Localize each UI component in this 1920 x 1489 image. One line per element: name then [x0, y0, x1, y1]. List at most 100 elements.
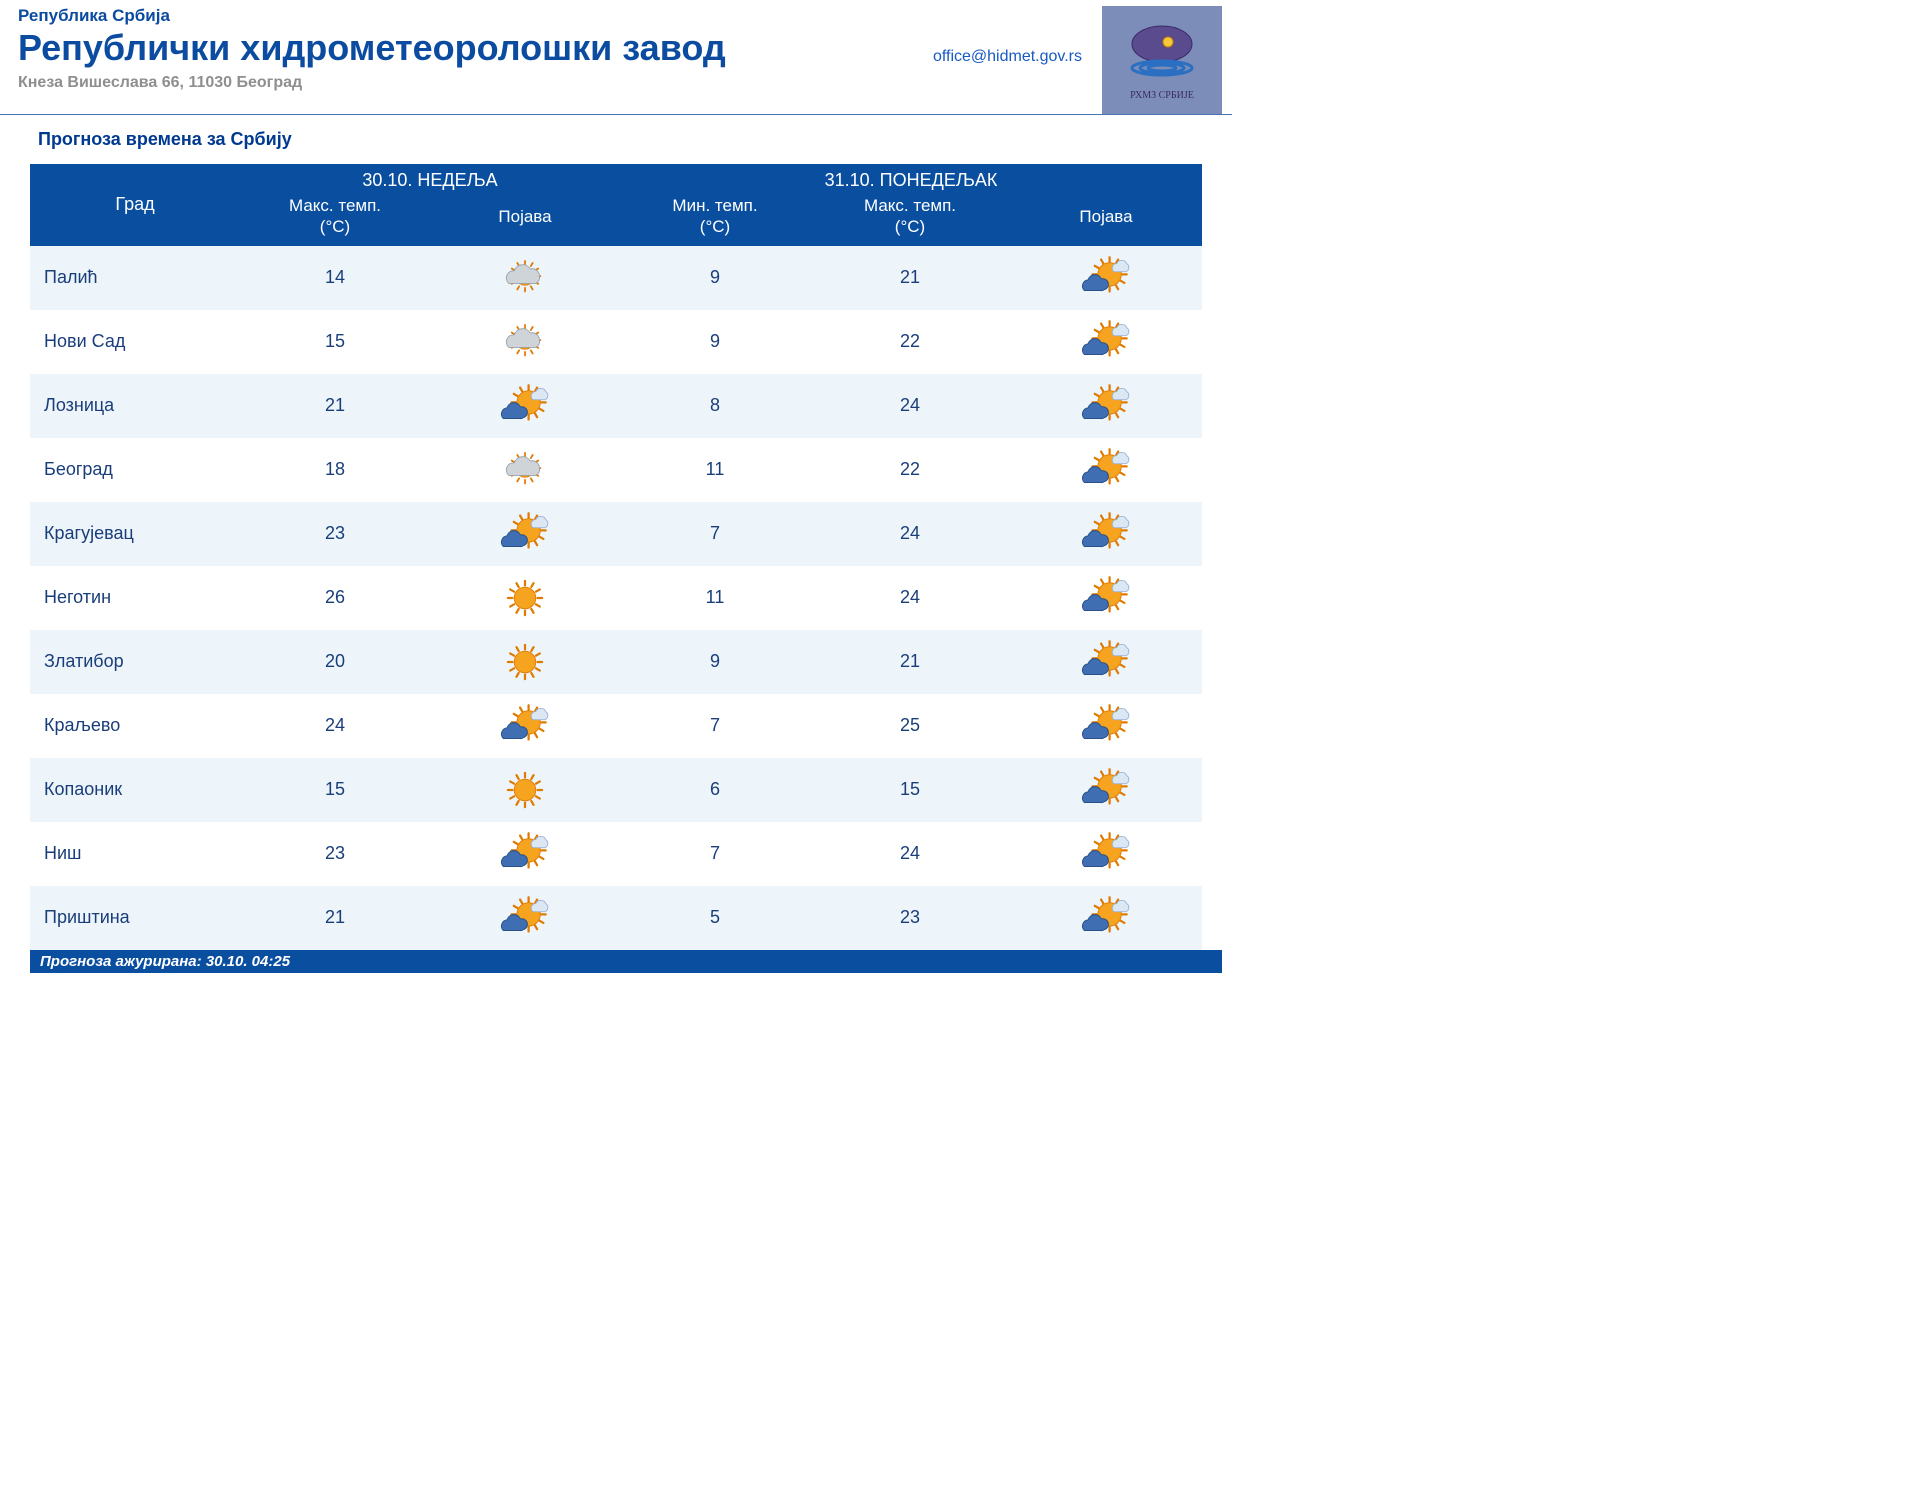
d2-min-cell: 7: [620, 822, 810, 886]
d2-cond-cell: [1010, 502, 1202, 566]
weather-partly-icon: [1010, 694, 1202, 758]
weather-sunny-icon: [430, 630, 620, 694]
weather-partly-icon: [430, 886, 620, 950]
weather-partly-icon: [1010, 310, 1202, 374]
table-row: Крагујевац 23 7 24: [30, 502, 1202, 566]
d1-max-cell: 23: [240, 502, 430, 566]
table-body: Палић 14 9 21 Нови Сад 15: [30, 246, 1202, 950]
d1-cond-cell: [430, 822, 620, 886]
d1-max-cell: 26: [240, 566, 430, 630]
section-title: Прогноза времена за Србију: [0, 115, 1232, 164]
weather-partly-icon: [1010, 758, 1202, 822]
d2-cond-cell: [1010, 694, 1202, 758]
city-cell: Златибор: [30, 630, 240, 694]
d2-min-cell: 9: [620, 246, 810, 310]
d2-cond-cell: [1010, 630, 1202, 694]
d1-max-cell: 18: [240, 438, 430, 502]
weather-cloudy-icon: [430, 246, 620, 310]
table-row: Београд 18 11 22: [30, 438, 1202, 502]
d1-cond-cell: [430, 438, 620, 502]
weather-cloudy-icon: [430, 310, 620, 374]
d2-cond-cell: [1010, 374, 1202, 438]
weather-partly-icon: [1010, 438, 1202, 502]
d2-max-cell: 24: [810, 566, 1010, 630]
weather-partly-icon: [1010, 822, 1202, 886]
d2-min-cell: 7: [620, 694, 810, 758]
city-cell: Лозница: [30, 374, 240, 438]
d2-max-cell: 21: [810, 246, 1010, 310]
weather-partly-icon: [1010, 630, 1202, 694]
weather-partly-icon: [1010, 246, 1202, 310]
table-row: Лозница 21 8 24: [30, 374, 1202, 438]
page-header: Република Србија Републички хидрометеоро…: [0, 0, 1232, 114]
d2-cond-cell: [1010, 246, 1202, 310]
d2-min-cell: 11: [620, 566, 810, 630]
d1-cond-cell: [430, 886, 620, 950]
d1-max-cell: 15: [240, 310, 430, 374]
d1-cond-cell: [430, 630, 620, 694]
city-cell: Краљево: [30, 694, 240, 758]
weather-sunny-icon: [430, 758, 620, 822]
table-row: Приштина 21 5 23: [30, 886, 1202, 950]
d1-max-cell: 21: [240, 886, 430, 950]
city-cell: Неготин: [30, 566, 240, 630]
d1-cond-cell: [430, 374, 620, 438]
weather-sunny-icon: [430, 566, 620, 630]
city-cell: Београд: [30, 438, 240, 502]
table-row: Неготин 26 11 24: [30, 566, 1202, 630]
weather-cloudy-icon: [430, 438, 620, 502]
d2-max-cell: 22: [810, 438, 1010, 502]
d2-cond-cell: [1010, 758, 1202, 822]
d2-min-cell: 7: [620, 502, 810, 566]
d2-max-cell: 22: [810, 310, 1010, 374]
d1-max-cell: 24: [240, 694, 430, 758]
d1-cond-cell: [430, 694, 620, 758]
col-d2-min: Мин. темп.(°C): [620, 193, 810, 246]
city-cell: Нови Сад: [30, 310, 240, 374]
table-head: Град 30.10. НЕДЕЉА 31.10. ПОНЕДЕЉАК Макс…: [30, 164, 1202, 246]
country-label: Република Србија: [18, 6, 933, 26]
d2-cond-cell: [1010, 310, 1202, 374]
d1-cond-cell: [430, 310, 620, 374]
d1-cond-cell: [430, 502, 620, 566]
col-d2-cond: Појава: [1010, 193, 1202, 246]
d2-max-cell: 24: [810, 822, 1010, 886]
d2-max-cell: 21: [810, 630, 1010, 694]
col-day1: 30.10. НЕДЕЉА: [240, 164, 620, 193]
col-day2: 31.10. ПОНЕДЕЉАК: [620, 164, 1202, 193]
city-cell: Ниш: [30, 822, 240, 886]
d2-cond-cell: [1010, 822, 1202, 886]
city-cell: Приштина: [30, 886, 240, 950]
d2-max-cell: 15: [810, 758, 1010, 822]
org-logo: РХМЗ СРБИЈЕ: [1102, 6, 1222, 114]
col-city: Град: [30, 164, 240, 246]
d1-max-cell: 15: [240, 758, 430, 822]
d2-min-cell: 9: [620, 630, 810, 694]
d1-cond-cell: [430, 566, 620, 630]
d1-max-cell: 14: [240, 246, 430, 310]
address-label: Кнеза Вишеслава 66, 11030 Београд: [18, 74, 933, 92]
d1-max-cell: 21: [240, 374, 430, 438]
col-d2-max: Макс. темп.(°C): [810, 193, 1010, 246]
weather-partly-icon: [430, 374, 620, 438]
d2-min-cell: 11: [620, 438, 810, 502]
weather-partly-icon: [1010, 566, 1202, 630]
d2-max-cell: 24: [810, 502, 1010, 566]
d1-cond-cell: [430, 758, 620, 822]
d1-max-cell: 23: [240, 822, 430, 886]
weather-partly-icon: [1010, 374, 1202, 438]
table-row: Копаоник 15 6 15: [30, 758, 1202, 822]
email-link[interactable]: office@hidmet.gov.rs: [933, 6, 1102, 66]
city-cell: Палић: [30, 246, 240, 310]
d2-cond-cell: [1010, 886, 1202, 950]
d1-cond-cell: [430, 246, 620, 310]
d2-max-cell: 25: [810, 694, 1010, 758]
d2-min-cell: 8: [620, 374, 810, 438]
table-row: Краљево 24 7 25: [30, 694, 1202, 758]
col-d1-cond: Појава: [430, 193, 620, 246]
city-cell: Крагујевац: [30, 502, 240, 566]
forecast-table: Град 30.10. НЕДЕЉА 31.10. ПОНЕДЕЉАК Макс…: [30, 164, 1202, 950]
d2-min-cell: 9: [620, 310, 810, 374]
weather-partly-icon: [1010, 886, 1202, 950]
header-text-block: Република Србија Републички хидрометеоро…: [18, 6, 933, 92]
